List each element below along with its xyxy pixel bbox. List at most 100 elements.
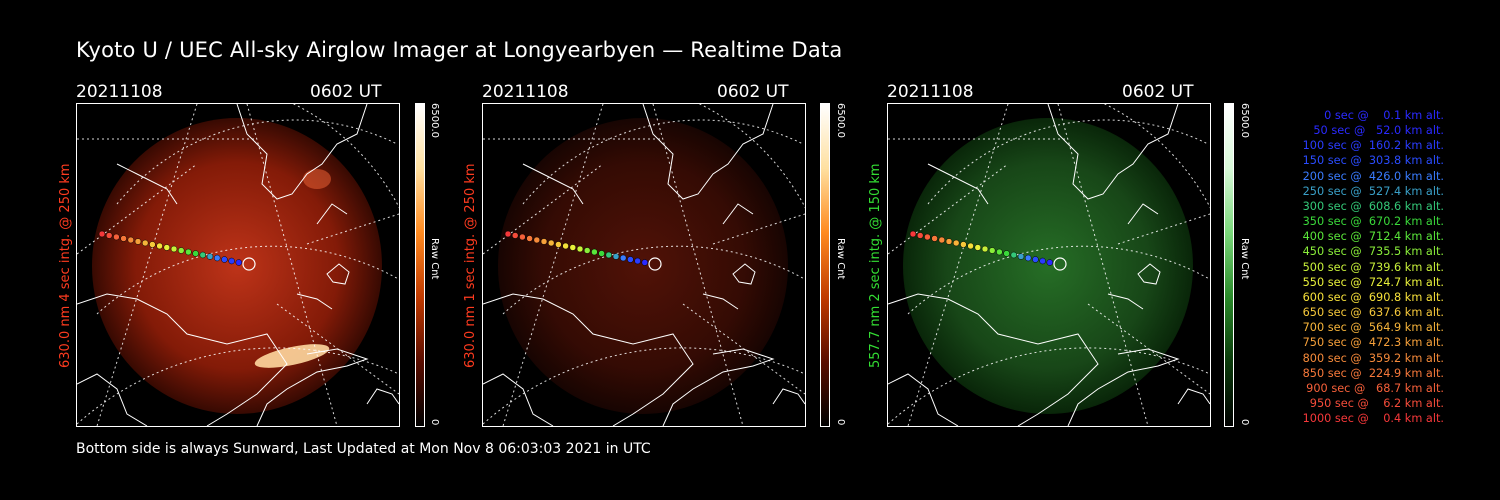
track-point [569,244,577,251]
page-title: Kyoto U / UEC All-sky Airglow Imager at … [76,38,843,62]
legend-entry: 1000 sec @ 0.4 km alt. [1302,412,1444,426]
track-point [996,248,1003,256]
track-point [576,245,584,253]
legend-entry: 250 sec @ 527.4 km alt. [1298,184,1444,198]
panel1-colorbar-max: 6500.0 [429,103,440,138]
allsky-image [77,104,399,426]
legend-entry: 150 sec @ 303.8 km alt. [1298,154,1444,168]
track-point [533,236,541,244]
track-point [228,257,235,265]
panel2-colorbar [820,103,830,427]
track-point [945,238,953,245]
track-point [185,248,192,256]
track-point [634,257,641,265]
panel3-date: 20211108 [887,82,974,102]
legend-entry: 350 sec @ 670.2 km alt. [1298,215,1444,229]
track-point [170,245,178,253]
panel2-colorbar-max: 6500.0 [835,103,846,138]
track-point [1046,259,1054,266]
legend-entry: 300 sec @ 608.6 km alt. [1298,199,1444,213]
track-point [583,247,591,254]
track-point [591,248,598,256]
airglow-field [903,118,1193,414]
legend-entry: 100 sec @ 160.2 km alt. [1298,139,1444,153]
panel2-side-label: 630.0 nm 1 sec intg. @ 250 km [463,163,478,368]
track-point [221,256,228,263]
legend-entry: 750 sec @ 472.3 km alt. [1298,336,1444,350]
track-point [547,239,555,247]
track-point [192,250,199,257]
panel2-date: 20211108 [482,82,569,102]
track-point [1032,256,1039,263]
legend-entry: 950 sec @ 6.2 km alt. [1306,396,1444,410]
track-point [213,254,221,262]
track-point [974,244,982,251]
panel3-side-label: 557.7 nm 2 sec intg. @ 150 km [868,163,883,368]
track-point [134,238,142,245]
panel2-time: 0602 UT [717,82,789,102]
airglow-field [92,118,382,414]
track-point [916,232,924,239]
legend-entry: 400 sec @ 712.4 km alt. [1298,230,1444,244]
track-point [627,256,634,263]
allsky-image [483,104,805,426]
legend-entry: 800 sec @ 359.2 km alt. [1298,351,1444,365]
track-point [235,259,243,266]
track-point [952,239,960,247]
airglow-field [498,118,788,414]
track-point [555,241,562,248]
satellite-track [504,230,662,271]
panel2-image [482,103,806,427]
track-point [1010,251,1018,259]
track-point [141,239,149,247]
legend-entry: 900 sec @ 68.7 km alt. [1302,381,1444,395]
track-point [504,230,512,238]
track-point [562,242,569,250]
coastline [483,104,805,426]
satellite-track [98,230,256,271]
track-point [981,245,989,253]
panel3-colorbar-min: 0 [1239,419,1250,426]
track-point [938,236,946,244]
legend-entry: 0 sec @ 0.1 km alt. [1313,109,1444,122]
track-point [199,251,207,259]
track-point [511,232,519,239]
track-point [526,235,533,242]
panel1-date: 20211108 [76,82,163,102]
panel3-colorbar-max: 6500.0 [1239,103,1250,138]
panel3-colorbar [1224,103,1234,427]
track-point [1039,257,1046,265]
track-point [924,233,931,241]
legend-entry: 50 sec @ 52.0 km alt. [1306,124,1444,138]
panel1-side-label: 630.0 nm 4 sec intg. @ 250 km [58,163,73,368]
track-point [113,233,120,241]
panel3-image [887,103,1211,427]
track-point [988,247,996,254]
footer-note: Bottom side is always Sunward, Last Upda… [76,441,651,457]
allsky-image [888,104,1210,426]
coastline [77,104,399,426]
track-point [105,232,113,239]
legend-entry: 650 sec @ 637.6 km alt. [1298,306,1444,320]
track-point [1003,250,1010,257]
panel1-colorbar [415,103,425,427]
track-point [177,247,185,254]
satellite-track [909,230,1067,271]
legend-entry: 700 sec @ 564.9 km alt. [1298,321,1444,335]
panel2-colorbar-label: Raw Cnt [835,238,846,280]
panel1-time: 0602 UT [310,82,382,102]
track-point [605,251,613,259]
legend-entry: 850 sec @ 224.9 km alt. [1298,366,1444,380]
track-point [540,238,548,245]
panel1-colorbar-min: 0 [429,419,440,426]
panel2-colorbar-min: 0 [835,419,846,426]
track-point [149,241,156,248]
track-point [641,259,649,266]
track-point [206,253,214,260]
track-point [1024,254,1032,262]
legend-entry: 200 sec @ 426.0 km alt. [1298,169,1444,183]
track-point [619,254,627,262]
panel3-colorbar-label: Raw Cnt [1239,238,1250,280]
track-point [120,235,127,242]
panel3-time: 0602 UT [1122,82,1194,102]
